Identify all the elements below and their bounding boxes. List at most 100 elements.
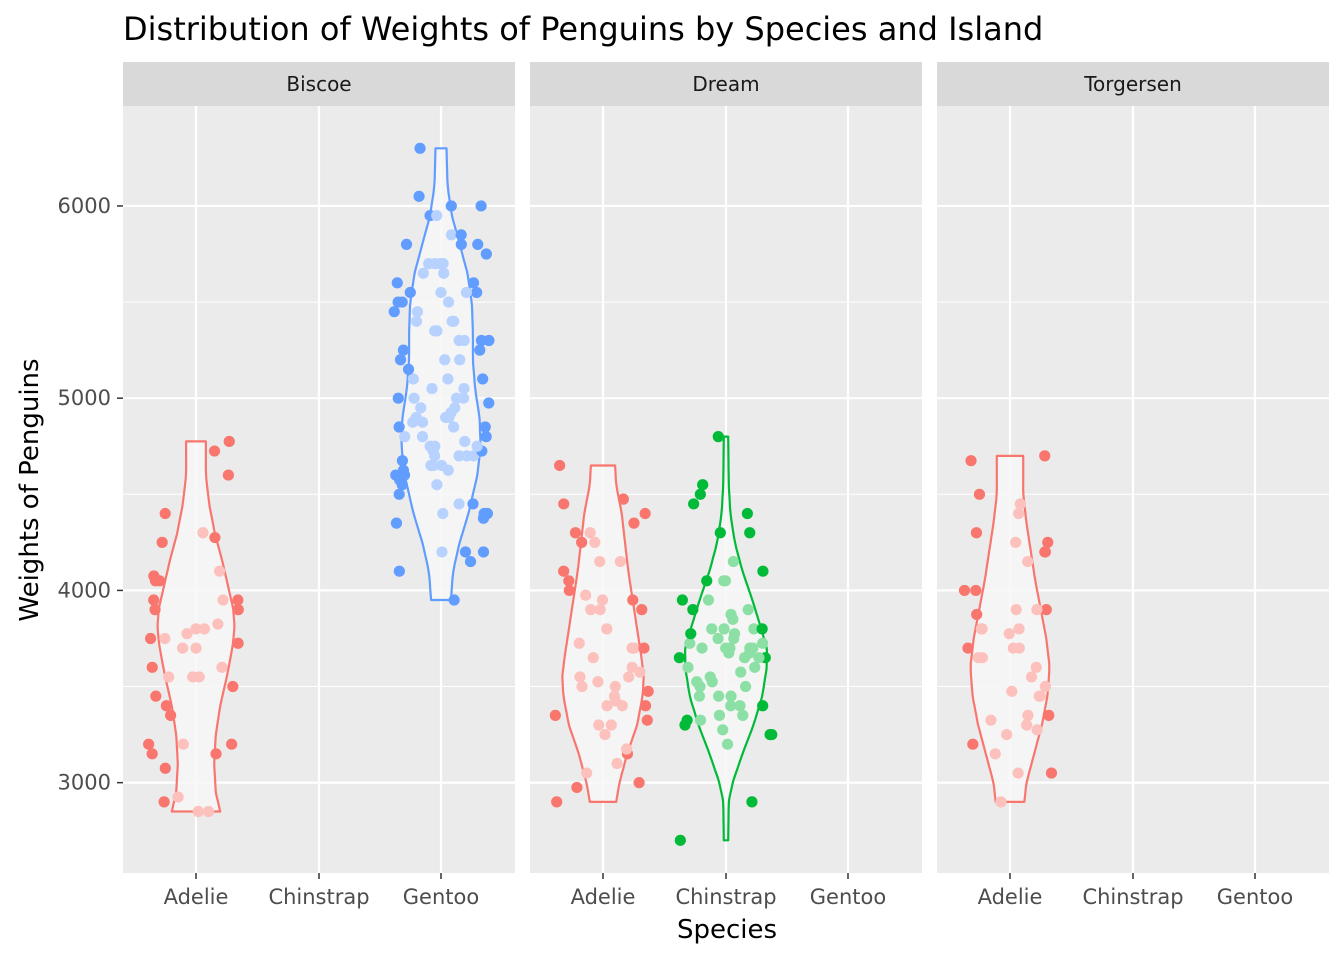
data-point bbox=[747, 642, 759, 654]
data-point bbox=[976, 652, 989, 664]
y-axis-title: Weights of Penguins bbox=[15, 358, 45, 621]
data-point bbox=[445, 200, 457, 212]
data-point bbox=[693, 690, 706, 702]
data-point bbox=[697, 479, 709, 491]
data-point bbox=[160, 700, 172, 712]
data-point bbox=[681, 714, 693, 726]
data-point bbox=[1006, 685, 1018, 697]
data-point bbox=[388, 306, 400, 318]
x-tick-label: Gentoo bbox=[1217, 885, 1293, 909]
data-point bbox=[426, 382, 438, 395]
data-point bbox=[1013, 507, 1025, 520]
data-point bbox=[1039, 546, 1051, 558]
data-point bbox=[1022, 555, 1034, 568]
data-point bbox=[601, 623, 613, 635]
data-point bbox=[480, 431, 492, 443]
data-point bbox=[1031, 724, 1043, 736]
data-point bbox=[1013, 623, 1025, 635]
data-point bbox=[627, 594, 639, 606]
x-tick-label: Adelie bbox=[978, 885, 1043, 909]
data-point bbox=[721, 738, 734, 750]
data-point bbox=[477, 373, 489, 385]
data-point bbox=[718, 575, 730, 587]
data-point bbox=[580, 589, 592, 601]
data-point bbox=[970, 584, 982, 597]
data-point bbox=[446, 315, 458, 327]
data-point bbox=[464, 555, 477, 568]
data-point bbox=[1030, 661, 1042, 673]
facet-strip bbox=[937, 62, 1329, 106]
data-point bbox=[459, 435, 471, 448]
data-point bbox=[608, 690, 621, 702]
x-tick-label: Chinstrap bbox=[268, 885, 369, 909]
data-point bbox=[208, 445, 221, 457]
data-point bbox=[696, 642, 708, 654]
data-point bbox=[592, 676, 604, 688]
data-point bbox=[148, 570, 160, 582]
data-point bbox=[210, 748, 222, 760]
data-point bbox=[594, 555, 606, 568]
data-point bbox=[448, 421, 460, 433]
data-point bbox=[611, 757, 623, 770]
data-point bbox=[584, 527, 596, 539]
data-point bbox=[429, 258, 441, 270]
data-point bbox=[626, 642, 638, 654]
data-point bbox=[694, 714, 707, 726]
data-point bbox=[414, 142, 426, 154]
data-point bbox=[472, 238, 484, 251]
data-point bbox=[1043, 709, 1055, 721]
data-point bbox=[746, 796, 758, 808]
data-point bbox=[190, 642, 202, 654]
data-point bbox=[400, 238, 413, 251]
data-point bbox=[976, 623, 988, 635]
x-tick-label: Chinstrap bbox=[1082, 885, 1183, 909]
data-point bbox=[753, 652, 765, 664]
data-point bbox=[442, 373, 454, 385]
data-point bbox=[558, 565, 570, 577]
data-point bbox=[404, 286, 416, 299]
facet-torgersen: Torgersen Adelie Chinstrap Gentoo bbox=[937, 62, 1329, 909]
data-point bbox=[1033, 690, 1045, 702]
data-point bbox=[471, 286, 483, 299]
data-point bbox=[474, 344, 486, 356]
facet-strip-label: Dream bbox=[692, 72, 759, 96]
data-point bbox=[576, 536, 588, 548]
data-point bbox=[701, 575, 713, 587]
data-point bbox=[209, 531, 221, 544]
data-point bbox=[1010, 536, 1022, 548]
data-point bbox=[442, 296, 455, 308]
data-point bbox=[1042, 536, 1054, 548]
data-point bbox=[159, 507, 171, 520]
data-point bbox=[609, 680, 621, 693]
data-point bbox=[688, 498, 700, 510]
data-point bbox=[391, 277, 403, 289]
data-point bbox=[617, 493, 629, 505]
data-point bbox=[144, 632, 157, 645]
data-point bbox=[593, 719, 605, 731]
data-point bbox=[628, 517, 640, 529]
data-point bbox=[177, 738, 189, 750]
y-tick-label: 4000 bbox=[58, 578, 111, 602]
data-point bbox=[626, 661, 638, 673]
data-point bbox=[392, 296, 404, 308]
data-point bbox=[620, 743, 633, 755]
data-point bbox=[614, 555, 626, 568]
data-point bbox=[232, 637, 244, 649]
data-point bbox=[156, 536, 168, 548]
data-point bbox=[390, 517, 403, 529]
data-point bbox=[159, 632, 171, 645]
data-point bbox=[471, 440, 483, 452]
data-point bbox=[713, 709, 726, 721]
data-point bbox=[687, 604, 699, 616]
data-point bbox=[457, 392, 470, 404]
chart-title: Distribution of Weights of Penguins by S… bbox=[123, 10, 1043, 48]
data-point bbox=[232, 594, 244, 606]
data-point bbox=[448, 594, 460, 606]
data-point bbox=[740, 680, 752, 693]
data-point bbox=[1039, 680, 1051, 693]
data-point bbox=[757, 565, 769, 577]
data-point bbox=[596, 594, 609, 606]
data-point bbox=[410, 315, 423, 327]
data-point bbox=[727, 555, 739, 568]
data-point bbox=[176, 642, 189, 654]
